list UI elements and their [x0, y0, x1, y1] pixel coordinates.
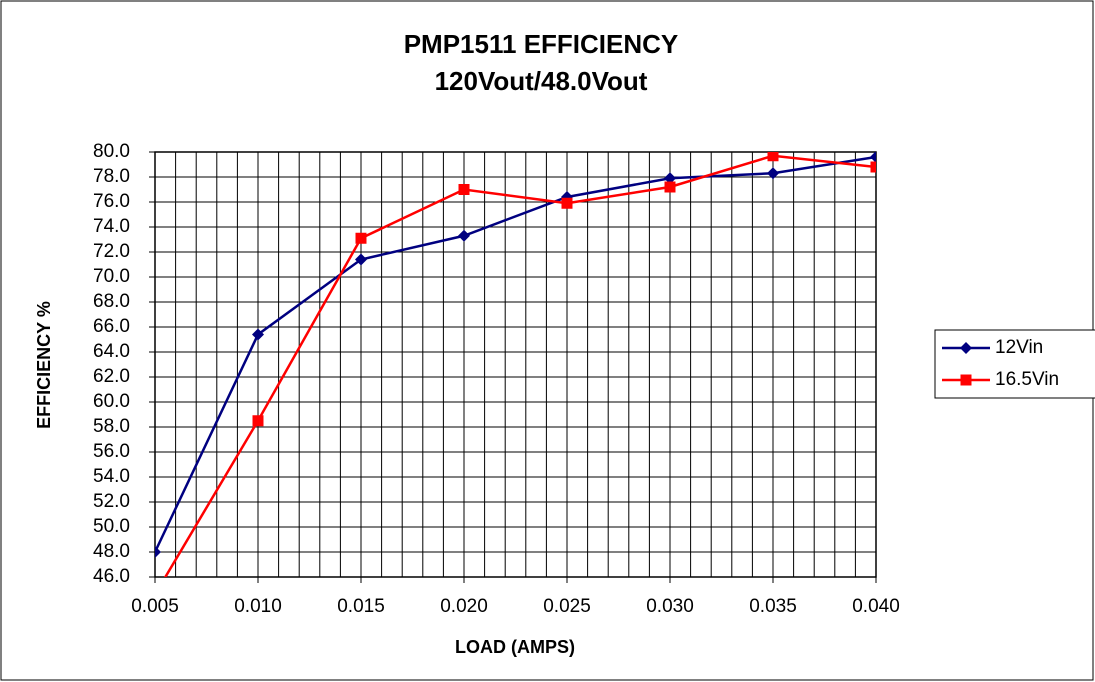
y-tick-label: 62.0 — [93, 366, 130, 387]
series-group — [155, 152, 876, 577]
marker — [664, 181, 676, 193]
marker — [458, 184, 470, 195]
marker — [355, 232, 367, 244]
x-tick-label: 0.005 — [131, 596, 179, 617]
chart-subtitle: 120Vout/48.0Vout — [435, 66, 648, 96]
marker — [664, 172, 676, 185]
y-tick-label: 68.0 — [93, 291, 130, 312]
marker — [870, 161, 876, 173]
y-tick-label: 66.0 — [93, 316, 130, 337]
y-tick-label: 78.0 — [93, 166, 130, 187]
y-tick-label: 72.0 — [93, 241, 130, 262]
y-tick-label: 52.0 — [93, 491, 130, 512]
chart-title: PMP1511 EFFICIENCY — [404, 29, 679, 59]
y-axis-title: EFFICIENCY % — [34, 301, 54, 429]
legend-label: 16.5Vin — [995, 369, 1059, 390]
legend-marker — [960, 342, 972, 354]
series-line — [163, 154, 876, 577]
x-axis-title: LOAD (AMPS) — [455, 637, 575, 657]
y-tick-label: 50.0 — [93, 516, 130, 537]
y-tick-label: 46.0 — [93, 566, 130, 587]
marker — [252, 415, 264, 427]
y-tick-label: 80.0 — [93, 141, 130, 162]
y-tick-label: 54.0 — [93, 466, 130, 487]
y-tick-label: 48.0 — [93, 541, 130, 562]
y-tick-label: 76.0 — [93, 191, 130, 212]
y-tick-label: 74.0 — [93, 216, 130, 237]
y-tick-label: 56.0 — [93, 441, 130, 462]
marker — [252, 328, 264, 341]
y-tick-label: 70.0 — [93, 266, 130, 287]
legend-marker — [960, 374, 972, 386]
x-tick-label: 0.015 — [337, 596, 385, 617]
legend-label: 12Vin — [995, 337, 1043, 358]
plot-border — [154, 151, 877, 578]
marker — [155, 546, 161, 558]
marker — [767, 167, 779, 180]
x-tick-label: 0.020 — [440, 596, 488, 617]
marker — [355, 253, 367, 266]
marker — [870, 152, 876, 163]
series-line — [155, 155, 876, 553]
y-tick-label: 60.0 — [93, 391, 130, 412]
marker — [458, 229, 470, 242]
plot-area — [155, 152, 876, 577]
y-tick-label: 64.0 — [93, 341, 130, 362]
x-tick-label: 0.040 — [852, 596, 900, 617]
legend-box — [934, 329, 1095, 399]
x-tick-label: 0.030 — [646, 596, 694, 617]
x-tick-label: 0.035 — [749, 596, 797, 617]
marker — [767, 152, 779, 162]
x-tick-label: 0.010 — [234, 596, 282, 617]
y-tick-label: 58.0 — [93, 416, 130, 437]
x-tick-label: 0.025 — [543, 596, 591, 617]
marker — [561, 197, 573, 209]
